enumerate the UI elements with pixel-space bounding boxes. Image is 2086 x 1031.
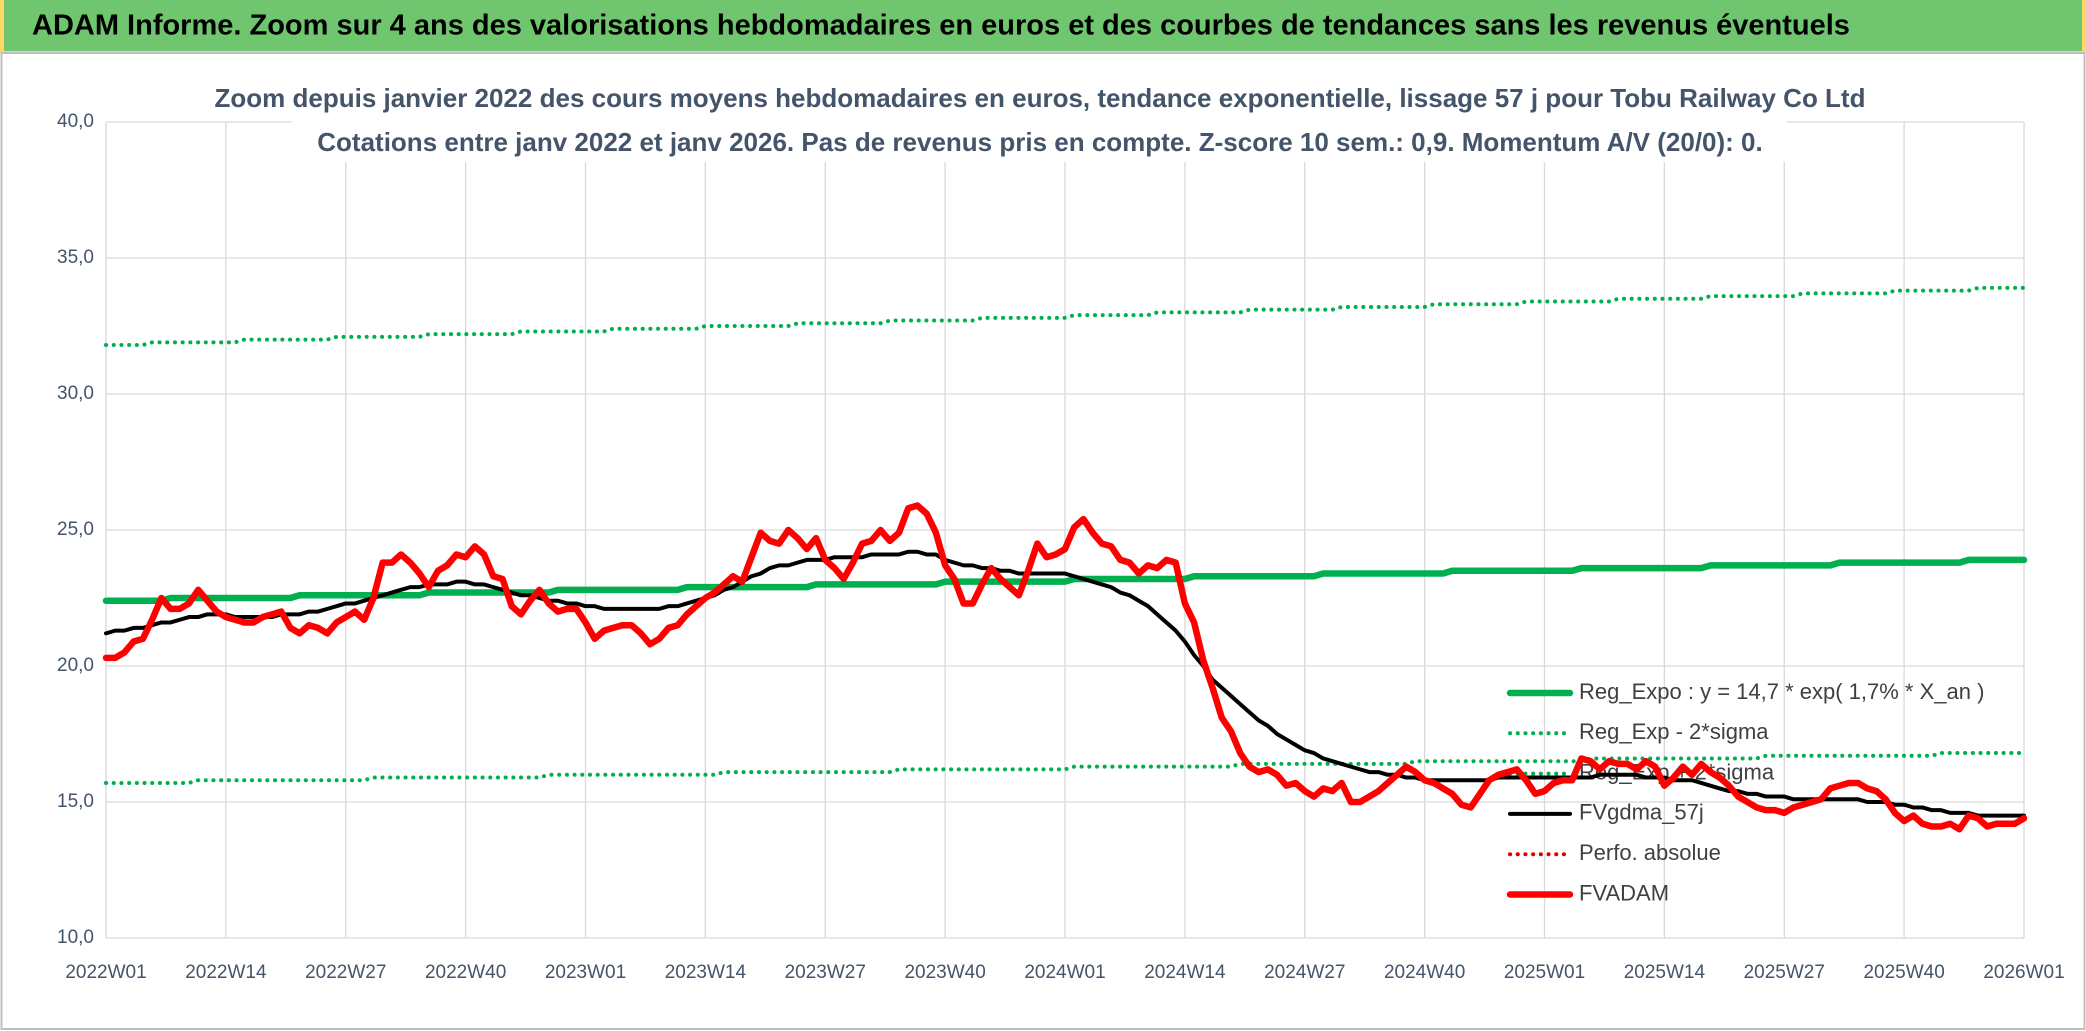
x-tick-label: 2025W01 bbox=[1504, 962, 1585, 983]
legend-label: Reg_Exp - 2*sigma bbox=[1579, 719, 1769, 744]
x-tick-label: 2022W01 bbox=[65, 962, 146, 983]
legend-label: Reg_Expo : y = 14,7 * exp( 1,7% * X_an ) bbox=[1579, 679, 1984, 704]
header-title: ADAM Informe. Zoom sur 4 ans des valoris… bbox=[32, 10, 1850, 42]
x-tick-label: 2024W14 bbox=[1144, 962, 1226, 983]
x-tick-label: 2022W14 bbox=[185, 962, 267, 983]
x-tick-label: 2024W40 bbox=[1384, 962, 1465, 983]
x-tick-label: 2025W14 bbox=[1624, 962, 1706, 983]
legend: Reg_Expo : y = 14,7 * exp( 1,7% * X_an )… bbox=[1506, 679, 1984, 905]
y-tick-label: 15,0 bbox=[57, 791, 94, 812]
x-tick-label: 2023W14 bbox=[665, 962, 747, 983]
y-tick-label: 30,0 bbox=[57, 383, 94, 404]
y-tick-label: 25,0 bbox=[57, 519, 94, 540]
x-tick-label: 2024W01 bbox=[1024, 962, 1105, 983]
y-tick-label: 40,0 bbox=[57, 111, 94, 132]
chart-title: Zoom depuis janvier 2022 des cours moyen… bbox=[215, 83, 1866, 113]
title-backdrop bbox=[292, 78, 1787, 162]
series-line bbox=[104, 285, 2026, 348]
legend-label: FVgdma_57j bbox=[1579, 800, 1704, 825]
x-tick-label: 2023W27 bbox=[785, 962, 866, 983]
plot-lines bbox=[102, 285, 2028, 833]
y-tick-label: 20,0 bbox=[57, 655, 94, 676]
x-tick-label: 2024W27 bbox=[1264, 962, 1345, 983]
y-tick-label: 10,0 bbox=[57, 927, 94, 948]
legend-label: FVADAM bbox=[1579, 880, 1669, 905]
series-line bbox=[102, 556, 2028, 604]
chart-subtitle: Cotations entre janv 2022 et janv 2026. … bbox=[317, 127, 1762, 157]
x-tick-label: 2023W40 bbox=[904, 962, 985, 983]
x-tick-label: 2022W27 bbox=[305, 962, 386, 983]
chart-frame bbox=[0, 52, 2086, 1030]
x-tick-label: 2025W40 bbox=[1863, 962, 1944, 983]
y-tick-label: 35,0 bbox=[57, 247, 94, 268]
x-tick-label: 2022W40 bbox=[425, 962, 506, 983]
legend-label: Perfo. absolue bbox=[1579, 840, 1721, 865]
x-tick-label: 2026W01 bbox=[1983, 962, 2064, 983]
x-tick-label: 2025W27 bbox=[1744, 962, 1825, 983]
series-line bbox=[104, 751, 2026, 785]
x-tick-label: 2023W01 bbox=[545, 962, 626, 983]
series-line bbox=[102, 502, 2028, 833]
header-banner bbox=[4, 0, 2082, 51]
grid: 10,0 15,0 20,0 25,0 30,0 35,0 40,0 2022W01 2022W… bbox=[57, 111, 2065, 983]
